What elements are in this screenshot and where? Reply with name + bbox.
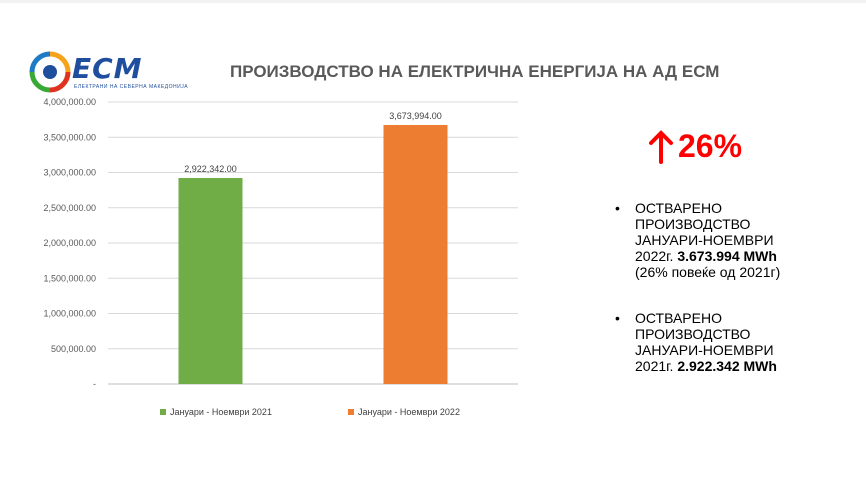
logo-wordmark: ECM <box>72 52 143 85</box>
bullet-year: 2022г. <box>635 248 678 264</box>
bullet-value: 2.922.342 MWh <box>677 358 777 374</box>
bullet-line: ОСТВАРЕНО <box>635 200 722 216</box>
legend-swatch-orange <box>348 409 354 415</box>
bullet-line: ПРОИЗВОДСТВО <box>635 326 751 342</box>
y-tick-label: 500,000.00 <box>51 344 96 354</box>
bullet-text: ОСТВАРЕНО ПРОИЗВОДСТВО ЈАНУАРИ-НОЕМВРИ 2… <box>635 200 780 280</box>
y-tick-label: 1,000,000.00 <box>43 309 96 319</box>
bar-2022 <box>383 124 448 384</box>
summary-bullets: • ОСТВАРЕНО ПРОИЗВОДСТВО ЈАНУАРИ-НОЕМВРИ… <box>615 200 855 404</box>
bullet-dot-icon: • <box>615 200 620 216</box>
logo-subtitle: ЕЛЕКТРАНИ НА СЕВЕРНА МАКЕДОНИЈА <box>74 84 189 90</box>
bullet-2022: • ОСТВАРЕНО ПРОИЗВОДСТВО ЈАНУАРИ-НОЕМВРИ… <box>615 200 855 280</box>
y-tick-label: 3,000,000.00 <box>43 168 96 178</box>
ecm-logo: ECM ЕЛЕКТРАНИ НА СЕВЕРНА МАКЕДОНИЈА <box>28 50 188 96</box>
top-rule <box>0 0 866 3</box>
bullet-line: ЈАНУАРИ-НОЕМВРИ <box>635 342 774 358</box>
ecm-swirl-icon <box>29 51 71 93</box>
bullet-value-line: 2021г. 2.922.342 MWh <box>635 358 777 374</box>
bar-2021 <box>178 177 243 384</box>
bullet-note: (26% повеќе од 2021г) <box>635 264 781 280</box>
data-label: 3,673,994.00 <box>389 111 442 121</box>
bullet-line: ЈАНУАРИ-НОЕМВРИ <box>635 232 774 248</box>
bullet-value: 3.673.994 MWh <box>677 248 777 264</box>
legend-label-2021: Јануари - Ноември 2021 <box>170 407 272 417</box>
y-tick-label: 3,500,000.00 <box>43 132 96 142</box>
y-tick-label: 2,000,000.00 <box>43 238 96 248</box>
y-tick-label: 1,500,000.00 <box>43 273 96 283</box>
bullet-line: ОСТВАРЕНО <box>635 310 722 326</box>
data-label: 2,922,342.00 <box>184 164 237 174</box>
y-tick-label: 4,000,000.00 <box>43 97 96 107</box>
bullet-2021: • ОСТВАРЕНО ПРОИЗВОДСТВО ЈАНУАРИ-НОЕМВРИ… <box>615 310 855 374</box>
growth-indicator: 26% <box>648 128 742 165</box>
bullet-year: 2021г. <box>635 358 678 374</box>
y-tick-label: 2,500,000.00 <box>43 203 96 213</box>
bar-chart: - 500,000.00 1,000,000.00 1,500,000.00 2,000… <box>43 97 518 389</box>
arrow-up-icon <box>649 129 673 164</box>
legend-label-2022: Јануари - Ноември 2022 <box>358 407 460 417</box>
bullet-text: ОСТВАРЕНО ПРОИЗВОДСТВО ЈАНУАРИ-НОЕМВРИ 2… <box>635 310 777 374</box>
bullet-value-line: 2022г. 3.673.994 MWh <box>635 248 780 264</box>
page-title: ПРОИЗВОДСТВО НА ЕЛЕКТРИЧНА ЕНЕРГИЈА НА А… <box>230 62 720 81</box>
legend-item-2022: Јануари - Ноември 2022 <box>348 407 460 417</box>
legend-swatch-green <box>160 409 166 415</box>
bullet-dot-icon: • <box>615 310 620 326</box>
legend-item-2021: Јануари - Ноември 2021 <box>160 407 272 417</box>
y-tick-label: - <box>93 379 96 389</box>
growth-percent: 26% <box>678 128 743 164</box>
bullet-line: ПРОИЗВОДСТВО <box>635 216 751 232</box>
